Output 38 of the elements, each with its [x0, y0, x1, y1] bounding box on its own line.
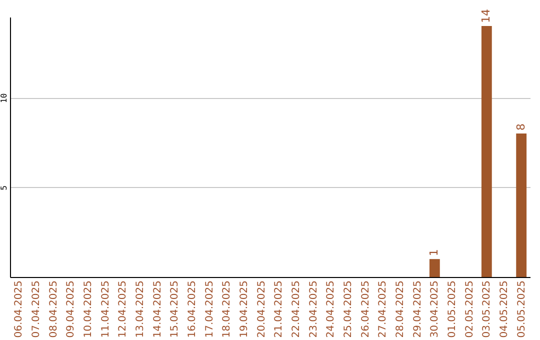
x-tick-label: 30.04.2025 [430, 280, 441, 338]
data-label: 14 [480, 8, 493, 23]
x-tick-label: 20.04.2025 [256, 280, 268, 338]
x-tick-label: 08.04.2025 [48, 280, 60, 338]
x-tick-label: 25.04.2025 [343, 280, 354, 338]
x-tick-label: 04.05.2025 [499, 280, 510, 338]
x-tick-label: 17.04.2025 [204, 280, 216, 338]
x-tick-label: 05.05.2025 [516, 280, 528, 338]
x-tick-label: 06.04.2025 [14, 280, 25, 338]
x-tick-label: 26.04.2025 [360, 280, 372, 338]
y-tick-label: 10 [0, 93, 8, 104]
x-tick-label: 02.05.2025 [464, 280, 476, 338]
x-tick-label: 28.04.2025 [395, 280, 406, 338]
x-tick-label: 01.05.2025 [447, 280, 458, 338]
x-tick-label: 21.04.2025 [274, 280, 285, 338]
data-label: 8 [514, 124, 528, 131]
bar [516, 134, 527, 277]
x-tick-label: 12.04.2025 [118, 280, 129, 338]
x-tick-label: 03.05.2025 [482, 280, 493, 338]
bar [429, 259, 440, 277]
x-tick-label: 15.04.2025 [170, 280, 181, 338]
x-tick-label: 09.04.2025 [66, 280, 77, 338]
x-tick-label: 14.04.2025 [152, 280, 164, 338]
y-tick-label: 5 [0, 185, 8, 190]
x-tick-label: 16.04.2025 [187, 280, 198, 338]
x-tick-label: 18.04.2025 [222, 280, 233, 338]
x-tick-label: 07.04.2025 [31, 280, 42, 338]
x-tick-label: 11.04.2025 [100, 280, 112, 338]
x-tick-label: 27.04.2025 [378, 280, 389, 338]
x-tick-label: 23.04.2025 [308, 280, 320, 338]
x-tick-label: 10.04.2025 [83, 280, 94, 338]
data-label: 1 [428, 249, 441, 256]
x-tick-label: 13.04.2025 [135, 280, 146, 338]
x-tick-label: 22.04.2025 [291, 280, 302, 338]
bar [481, 26, 492, 277]
x-tick-label: 24.04.2025 [326, 280, 337, 338]
x-tick-label: 19.04.2025 [239, 280, 250, 338]
x-tick-label: 29.04.2025 [412, 280, 424, 338]
